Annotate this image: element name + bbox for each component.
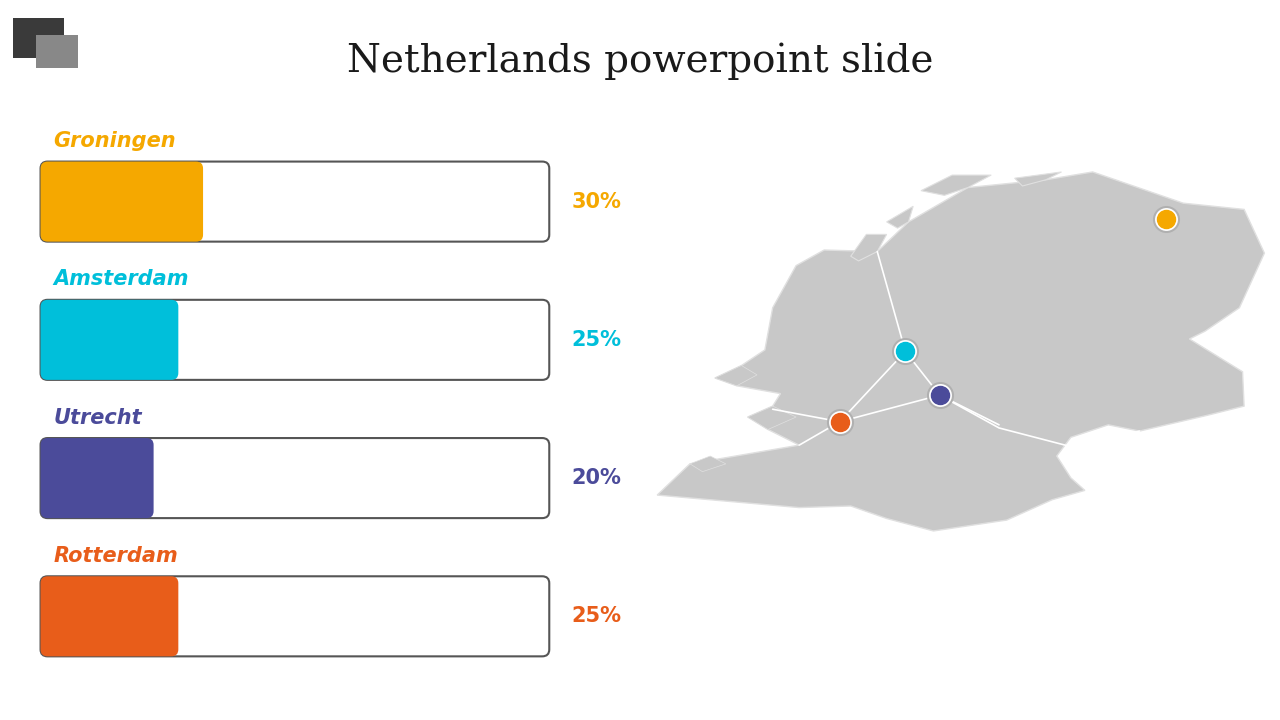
Polygon shape <box>690 456 726 472</box>
Text: 30%: 30% <box>572 192 622 212</box>
FancyBboxPatch shape <box>41 300 178 380</box>
Text: Netherlands powerpoint slide: Netherlands powerpoint slide <box>347 42 933 80</box>
Text: 25%: 25% <box>572 606 622 626</box>
Polygon shape <box>922 175 991 195</box>
Text: 25%: 25% <box>572 330 622 350</box>
FancyBboxPatch shape <box>41 161 549 242</box>
Polygon shape <box>1015 172 1061 186</box>
Polygon shape <box>851 235 887 261</box>
FancyBboxPatch shape <box>41 161 204 242</box>
FancyBboxPatch shape <box>36 35 78 68</box>
Polygon shape <box>748 406 796 430</box>
Text: 20%: 20% <box>572 468 622 488</box>
Polygon shape <box>657 172 1265 531</box>
Text: Utrecht: Utrecht <box>54 408 142 428</box>
Text: Amsterdam: Amsterdam <box>54 269 189 289</box>
Polygon shape <box>887 207 913 228</box>
FancyBboxPatch shape <box>41 438 549 518</box>
Text: Rotterdam: Rotterdam <box>54 546 178 566</box>
Polygon shape <box>716 366 756 386</box>
FancyBboxPatch shape <box>41 576 549 657</box>
FancyBboxPatch shape <box>13 18 64 58</box>
FancyBboxPatch shape <box>41 576 178 657</box>
FancyBboxPatch shape <box>41 438 154 518</box>
FancyBboxPatch shape <box>41 300 549 380</box>
Text: Groningen: Groningen <box>54 131 177 151</box>
